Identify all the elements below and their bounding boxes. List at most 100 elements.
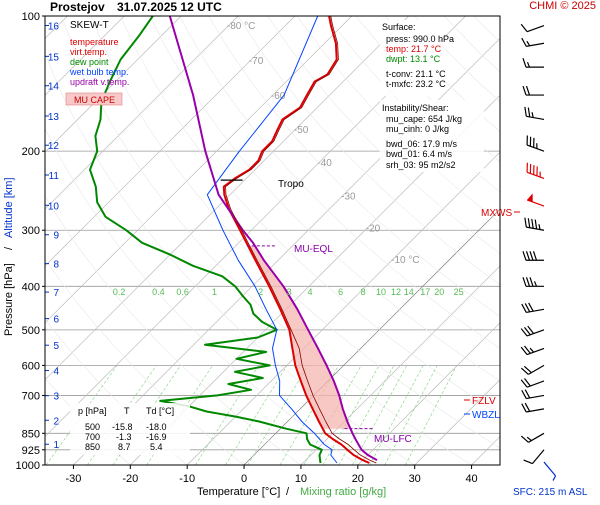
temp-tick-label: 10 bbox=[295, 473, 307, 485]
legend-updraft: updraft v.temp. bbox=[70, 77, 129, 87]
altitude-tick-label: 5 bbox=[53, 341, 59, 352]
sfc-label: SFC: 215 m ASL bbox=[513, 487, 588, 498]
pressure-tick-label: 925 bbox=[22, 445, 40, 457]
table-cell: -18.0 bbox=[146, 422, 167, 432]
dry-adiabat bbox=[532, 16, 600, 465]
mixing-ratio-label: 17 bbox=[420, 287, 430, 297]
pressure-tick-label: 400 bbox=[22, 281, 40, 293]
altitude-tick-label: 13 bbox=[48, 112, 60, 123]
wind-barb bbox=[523, 58, 544, 67]
station-name: Prostejov bbox=[50, 0, 105, 14]
wind-barb bbox=[523, 277, 544, 286]
wind-barb bbox=[524, 444, 544, 466]
virtual-temperature-line bbox=[226, 16, 377, 463]
wind-barb bbox=[523, 218, 545, 231]
isotherm-line bbox=[528, 16, 600, 465]
temp-tick-label: 30 bbox=[409, 473, 421, 485]
temp-tick-label: 20 bbox=[352, 473, 364, 485]
legend-dew-point: dew point bbox=[70, 57, 109, 67]
updraft-line bbox=[170, 16, 377, 460]
source-credit: CHMI © 2025 bbox=[529, 0, 596, 12]
altitude-tick-label: 9 bbox=[53, 231, 59, 242]
wind-barb bbox=[523, 86, 544, 95]
x-axis-label-temp: Temperature [°C] bbox=[197, 486, 280, 498]
pressure-tick-label: 1000 bbox=[16, 460, 40, 472]
pressure-tick-label: 500 bbox=[22, 325, 40, 337]
dry-adiabat bbox=[444, 16, 600, 465]
y-axis-label-pressure: Pressure [hPa] bbox=[3, 263, 15, 336]
surface-tmxfc: t-mxfc: 23.2 °C bbox=[386, 79, 446, 89]
table-header-p: p [hPa] bbox=[78, 406, 107, 416]
temp-tick-label: -10 bbox=[179, 473, 195, 485]
instability-panel: Instability/Shear: mu_cape: 654 J/kg mu_… bbox=[380, 100, 484, 172]
x-axis-label-mix: Mixing ratio [g/kg] bbox=[300, 486, 386, 498]
dry-adiabat bbox=[326, 16, 600, 465]
altitude-tick-label: 12 bbox=[48, 141, 60, 152]
pressure-tick-label: 200 bbox=[22, 146, 40, 158]
altitude-tick-label: 15 bbox=[48, 52, 60, 63]
mixing-ratio-label: 14 bbox=[404, 287, 414, 297]
mixing-ratio-label: 0.2 bbox=[113, 287, 126, 297]
wind-barb bbox=[527, 192, 547, 206]
datetime: 31.07.2025 12 UTC bbox=[117, 0, 222, 14]
mu-lfc-label: MU-LFC bbox=[374, 434, 412, 445]
altitude-tick-label: 10 bbox=[48, 201, 60, 212]
mixing-ratio-label: 20 bbox=[434, 287, 444, 297]
wind-barb bbox=[524, 136, 547, 152]
mu-eql-label: MU-EQL bbox=[294, 244, 333, 255]
instability-mu-cinh: mu_cinh: 0 J/kg bbox=[386, 124, 449, 134]
table-cell: 500 bbox=[85, 422, 100, 432]
altitude-tick-label: 8 bbox=[53, 260, 59, 271]
y-axis-label-group: Pressure [hPa] / Altitude [km] bbox=[3, 177, 15, 336]
surface-tconv: t-conv: 21.1 °C bbox=[386, 69, 446, 79]
altitude-tick-label: 16 bbox=[48, 22, 60, 33]
mixing-ratio-label: 1 bbox=[212, 287, 217, 297]
table-cell: -16.9 bbox=[146, 432, 167, 442]
y-axis-label-altitude: Altitude [km] bbox=[3, 177, 15, 238]
temperature-line bbox=[224, 16, 370, 463]
table-header-t: T bbox=[124, 406, 130, 416]
altitude-tick-label: 7 bbox=[53, 288, 59, 299]
wind-barb bbox=[522, 34, 544, 47]
table-header-td: Td [°C] bbox=[146, 406, 174, 416]
mixing-ratio-label: 0.6 bbox=[176, 287, 189, 297]
mxws-label: MXWS bbox=[481, 208, 512, 219]
mixing-ratio-label: 12 bbox=[391, 287, 401, 297]
table-cell: -15.8 bbox=[112, 422, 133, 432]
wind-barbs bbox=[521, 17, 557, 481]
mixing-ratio-label: 10 bbox=[376, 287, 386, 297]
wind-barb bbox=[521, 17, 544, 33]
table-cell: 5.4 bbox=[150, 442, 163, 452]
dry-adiabat bbox=[503, 16, 600, 465]
mixing-ratio-label: 4 bbox=[308, 287, 313, 297]
surface-press: press: 990.0 hPa bbox=[386, 34, 454, 44]
level-table: p [hPa] T Td [°C] 500 -15.8 -18.0 700 -1… bbox=[70, 403, 190, 455]
isotherm-label: -20 bbox=[366, 224, 381, 235]
fzlv-label: FZLV bbox=[472, 396, 496, 407]
isotherm-label: -70 bbox=[249, 56, 264, 67]
instability-bwd-06: bwd_06: 17.9 m/s bbox=[386, 139, 458, 149]
wind-barb bbox=[521, 321, 544, 337]
mixing-ratio-label: 3 bbox=[287, 287, 292, 297]
pressure-tick-label: 600 bbox=[22, 360, 40, 372]
tropo-label: Tropo bbox=[278, 179, 304, 190]
instability-title: Instability/Shear: bbox=[382, 103, 449, 113]
table-cell: 8.7 bbox=[118, 442, 131, 452]
mixing-ratio-label: 8 bbox=[361, 287, 366, 297]
isotherm-line bbox=[301, 16, 600, 465]
isotherm-line bbox=[0, 16, 11, 465]
isotherm-label: -80 °C bbox=[227, 21, 255, 32]
table-cell: 850 bbox=[85, 442, 100, 452]
wind-barb bbox=[540, 462, 557, 481]
instability-srh-03: srh_03: 95 m2/s2 bbox=[386, 160, 456, 170]
altitude-tick-label: 3 bbox=[53, 392, 59, 403]
wind-barb bbox=[523, 251, 544, 260]
wind-barb bbox=[521, 340, 544, 356]
pressure-tick-label: 850 bbox=[22, 428, 40, 440]
legend-virt-temp: virt.temp. bbox=[70, 47, 107, 57]
surface-panel: Surface: press: 990.0 hPa temp: 21.7 °C … bbox=[380, 20, 454, 96]
table-cell: 700 bbox=[85, 432, 100, 442]
altitude-tick-label: 14 bbox=[48, 82, 60, 93]
surface-dwpt: dwpt: 13.1 °C bbox=[386, 54, 441, 64]
